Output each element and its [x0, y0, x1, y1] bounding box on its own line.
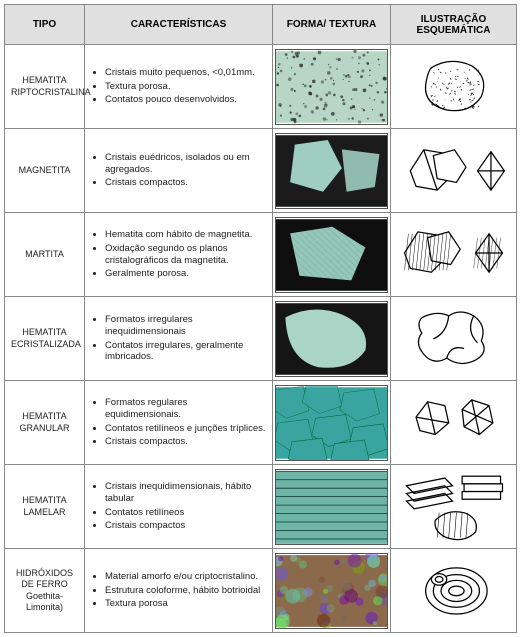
table-row: MAGNETITA Cristais euédricos, isolados ou… — [5, 129, 517, 213]
microscopy-photo — [275, 469, 388, 545]
tipo-line: HEMATITA — [22, 495, 66, 505]
microscopy-photo — [275, 553, 388, 629]
cell-tipo: HEMATITARIPTOCRISTALINA — [5, 45, 85, 129]
bullet: Textura porosa — [105, 598, 266, 610]
bullet: Cristais compactos. — [105, 177, 266, 189]
cell-caracteristicas: Cristais muito pequenos, <0,01mm. Textura… — [85, 45, 273, 129]
cell-forma-textura — [273, 465, 391, 549]
bullet: Geralmente porosa. — [105, 268, 266, 280]
bullet: Estrutura coloforme, hábito botrioidal — [105, 585, 266, 597]
cell-forma-textura — [273, 213, 391, 297]
tipo-line: LAMELAR — [23, 507, 65, 517]
table-row: HEMATITA GRANULAR Formatos regulares equid… — [5, 381, 517, 465]
cell-caracteristicas: Hematita com hábito de magnetita. Oxidaçã… — [85, 213, 273, 297]
tipo-line: MAGNETITA — [19, 165, 71, 175]
header-caracteristicas: CARACTERÍSTICAS — [85, 5, 273, 45]
cell-ilustracao — [391, 45, 517, 129]
tipo-line: RIPTOCRISTALINA — [11, 87, 91, 97]
tipo-line: MARTITA — [25, 249, 64, 259]
cell-tipo: MAGNETITA — [5, 129, 85, 213]
table-row: HEMATITARIPTOCRISTALINACristais muito pe… — [5, 45, 517, 129]
cell-forma-textura — [273, 129, 391, 213]
bullet: Cristais inequidimensionais, hábito tabu… — [105, 481, 266, 505]
header-ilustracao: ILUSTRAÇÃO ESQUEMÁTICA — [391, 5, 517, 45]
table-row: MARTITA Hematita com hábito de magnetita.… — [5, 213, 517, 297]
bullet: Cristais compactos — [105, 520, 266, 532]
tipo-line: HEMATITA — [22, 411, 66, 421]
cell-forma-textura — [273, 297, 391, 381]
tipo-line: HEMATITA — [22, 327, 66, 337]
cell-ilustracao — [391, 213, 517, 297]
tipo-line: GRANULAR — [19, 423, 69, 433]
cell-forma-textura — [273, 549, 391, 633]
cell-ilustracao — [391, 129, 517, 213]
bullet: Hematita com hábito de magnetita. — [105, 229, 266, 241]
bullet: Contatos irregulares, geralmente imbrica… — [105, 340, 266, 364]
cell-ilustracao — [391, 465, 517, 549]
tipo-line: ECRISTALIZADA — [11, 339, 81, 349]
tipo-line: HEMATITA — [22, 75, 66, 85]
cell-tipo: MARTITA — [5, 213, 85, 297]
mineral-table: TIPO CARACTERÍSTICAS FORMA/ TEXTURA ILUS… — [4, 4, 517, 633]
cell-ilustracao — [391, 297, 517, 381]
bullet: Contatos pouco desenvolvidos. — [105, 94, 266, 106]
cell-tipo: HEMATITA LAMELAR — [5, 465, 85, 549]
microscopy-photo — [275, 385, 388, 461]
cell-caracteristicas: Cristais inequidimensionais, hábito tabu… — [85, 465, 273, 549]
cell-forma-textura — [273, 381, 391, 465]
table-row: HIDRÓXIDOSDE FERRO Goethita-Limonita) Mate… — [5, 549, 517, 633]
bullet: Cristais euédricos, isolados ou em agreg… — [105, 152, 266, 176]
cell-caracteristicas: Material amorfo e/ou criptocristalino. Es… — [85, 549, 273, 633]
cell-forma-textura — [273, 45, 391, 129]
microscopy-photo — [275, 301, 388, 377]
header-row: TIPO CARACTERÍSTICAS FORMA/ TEXTURA ILUS… — [5, 5, 517, 45]
microscopy-photo — [275, 49, 388, 125]
cell-tipo: HEMATITA ECRISTALIZADA — [5, 297, 85, 381]
bullet: Formatos irregulares inequidimensionais — [105, 314, 266, 338]
table-row: HEMATITA LAMELAR Cristais inequidimensiona… — [5, 465, 517, 549]
table-row: HEMATITA ECRISTALIZADA Formatos irregulare… — [5, 297, 517, 381]
microscopy-photo — [275, 217, 388, 293]
tipo-line: HIDRÓXIDOS — [16, 568, 73, 578]
cell-ilustracao — [391, 549, 517, 633]
cell-tipo: HEMATITA GRANULAR — [5, 381, 85, 465]
bullet: Material amorfo e/ou criptocristalino. — [105, 571, 266, 583]
bullet: Contatos retilíneos e junções tríplices. — [105, 423, 266, 435]
cell-caracteristicas: Formatos irregulares inequidimensionaisC… — [85, 297, 273, 381]
bullet: Formatos regulares equidimensionais. — [105, 397, 266, 421]
bullet: Contatos retilíneos — [105, 507, 266, 519]
tipo-line: Goethita-Limonita) — [26, 591, 63, 612]
bullet: Oxidação segundo os planos cristalográfi… — [105, 243, 266, 267]
header-tipo: TIPO — [5, 5, 85, 45]
header-forma-textura: FORMA/ TEXTURA — [273, 5, 391, 45]
bullet: Cristais muito pequenos, <0,01mm. — [105, 67, 266, 79]
tipo-line: DE FERRO — [21, 579, 68, 589]
cell-ilustracao — [391, 381, 517, 465]
cell-tipo: HIDRÓXIDOSDE FERRO Goethita-Limonita) — [5, 549, 85, 633]
bullet: Cristais compactos. — [105, 436, 266, 448]
bullet: Textura porosa. — [105, 81, 266, 93]
cell-caracteristicas: Cristais euédricos, isolados ou em agreg… — [85, 129, 273, 213]
cell-caracteristicas: Formatos regulares equidimensionais. Cont… — [85, 381, 273, 465]
microscopy-photo — [275, 133, 388, 209]
